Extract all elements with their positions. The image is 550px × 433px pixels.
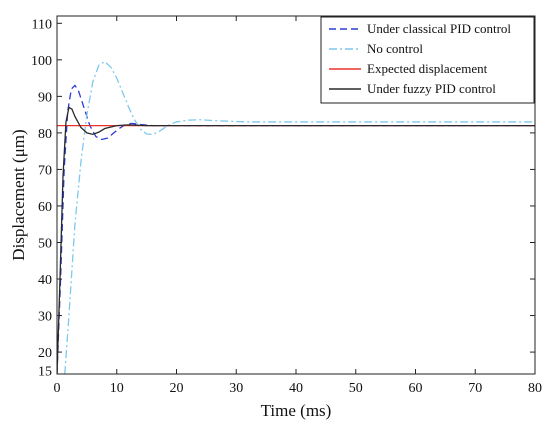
series-line-2	[64, 60, 535, 374]
x-tick-label: 30	[229, 381, 243, 396]
plot-area	[57, 60, 535, 374]
y-tick-label: 70	[38, 163, 52, 178]
x-tick-label: 70	[468, 381, 482, 396]
axes: 0 10 20 30 40 50 60 70 80 20 30 40 50 60 70 80 90 100 110 1…	[31, 15, 542, 396]
y-tick-label: 20	[38, 346, 52, 361]
x-tick-label: 50	[349, 381, 363, 396]
y-tick-label: 50	[38, 236, 52, 251]
legend-label-1: Under classical PID control	[367, 21, 511, 36]
y-tick-label: 40	[38, 273, 52, 288]
legend: Under classical PID control No control Exp…	[320, 16, 535, 104]
y-tick-label: 30	[38, 310, 52, 325]
y-tick-label: 110	[32, 17, 52, 32]
y-axis-label: Displacement (μm)	[9, 129, 28, 260]
y-tick-label: 80	[38, 127, 52, 142]
y-tick-label: 90	[38, 90, 52, 105]
legend-label-4: Under fuzzy PID control	[367, 81, 496, 96]
x-tick-label: 20	[170, 381, 184, 396]
x-tick-label: 10	[110, 381, 124, 396]
x-tick-label: 0	[54, 381, 61, 396]
series-group	[57, 60, 535, 374]
series-line-1	[57, 84, 535, 374]
legend-label-3: Expected displacement	[367, 61, 488, 76]
y-tick-label: 60	[38, 200, 52, 215]
y-tick-label: 100	[31, 54, 52, 69]
x-tick-label: 60	[409, 381, 423, 396]
series-line-4	[57, 106, 535, 374]
legend-label-2: No control	[367, 41, 423, 56]
x-tick-label: 40	[289, 381, 303, 396]
y-tick-label: 15	[38, 364, 52, 379]
x-axis-label: Time (ms)	[261, 401, 332, 420]
x-tick-label: 80	[528, 381, 542, 396]
